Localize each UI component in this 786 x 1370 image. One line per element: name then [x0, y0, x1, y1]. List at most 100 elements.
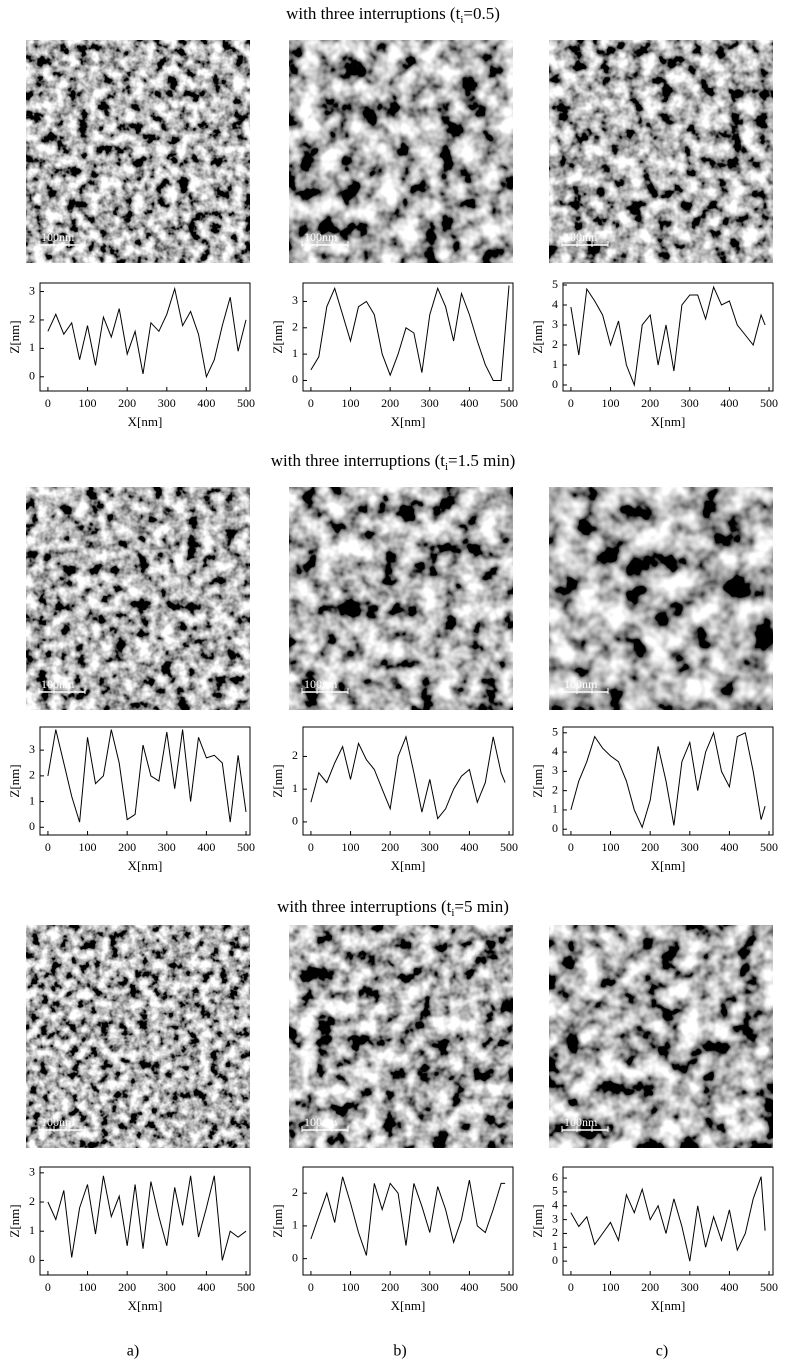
y-tick-label: 2: [552, 1225, 558, 1239]
afm-image: [549, 487, 773, 710]
profile-line: [570, 285, 766, 387]
y-tick-label: 3: [552, 763, 558, 777]
afm-image: [289, 487, 513, 710]
x-tick-label: 300: [158, 1280, 176, 1294]
y-axis-label: Z[nm]: [530, 1204, 545, 1237]
y-tick-label: 0: [292, 372, 298, 386]
scale-bar-label: 100nm: [41, 230, 75, 244]
profile-line: [570, 731, 766, 829]
title-subscript: i: [445, 461, 448, 473]
scale-bar-label: 100nm: [304, 677, 338, 691]
title-text: =5 min): [454, 897, 508, 916]
x-tick-label: 200: [381, 396, 399, 410]
x-tick-label: 200: [381, 1280, 399, 1294]
y-tick-label: 0: [292, 1250, 298, 1264]
plot-frame: [302, 1166, 514, 1276]
x-tick-label: 300: [681, 840, 699, 854]
y-tick-label: 4: [552, 297, 558, 311]
x-tick-label: 200: [118, 396, 136, 410]
y-tick-label: 2: [552, 337, 558, 351]
y-tick-label: 0: [552, 377, 558, 391]
y-tick-label: 3: [29, 742, 35, 756]
profile-line: [310, 285, 510, 381]
title-text: with three interruptions (t: [286, 4, 460, 23]
y-tick-label: 0: [552, 821, 558, 835]
x-tick-label: 0: [308, 1280, 314, 1294]
x-tick-label: 0: [308, 840, 314, 854]
x-tick-label: 0: [568, 1280, 574, 1294]
x-tick-label: 100: [79, 1280, 97, 1294]
scale-bar-label: 100nm: [564, 677, 598, 691]
y-tick-label: 0: [29, 369, 35, 383]
x-tick-label: 100: [602, 1280, 620, 1294]
scale-bar-label: 100nm: [304, 1115, 338, 1129]
y-tick-label: 1: [552, 802, 558, 816]
profile-line: [47, 1175, 247, 1261]
y-tick-label: 3: [29, 1165, 35, 1179]
panel-label: c): [656, 1343, 668, 1360]
x-tick-label: 400: [720, 1280, 738, 1294]
x-tick-label: 100: [602, 840, 620, 854]
y-tick-label: 1: [552, 1239, 558, 1253]
afm-image: [289, 40, 513, 263]
plot-frame: [562, 726, 774, 836]
x-tick-label: 300: [681, 396, 699, 410]
x-tick-label: 100: [342, 396, 360, 410]
x-axis-label: X[nm]: [391, 858, 426, 873]
afm-image: [26, 40, 250, 263]
x-axis-label: X[nm]: [128, 858, 163, 873]
y-axis-label: Z[nm]: [7, 320, 22, 353]
x-tick-label: 200: [641, 840, 659, 854]
y-tick-label: 5: [552, 277, 558, 291]
scale-bar-label: 100nm: [41, 677, 75, 691]
profile-line: [570, 1176, 766, 1262]
x-tick-label: 400: [720, 840, 738, 854]
y-tick-label: 2: [292, 320, 298, 334]
x-tick-label: 100: [79, 840, 97, 854]
panel-label: a): [127, 1343, 139, 1360]
afm-image: [26, 487, 250, 710]
x-tick-label: 400: [460, 840, 478, 854]
afm-image: [289, 925, 513, 1148]
x-tick-label: 0: [568, 396, 574, 410]
x-tick-label: 300: [421, 840, 439, 854]
title-subscript: i: [460, 14, 463, 26]
x-tick-label: 0: [45, 396, 51, 410]
y-axis-label: Z[nm]: [7, 764, 22, 797]
x-tick-label: 200: [381, 840, 399, 854]
row-title: with three interruptions (ti=0.5): [286, 4, 500, 26]
profile-line: [310, 1176, 506, 1256]
y-tick-label: 1: [29, 793, 35, 807]
plot-frame: [39, 726, 251, 836]
x-tick-label: 400: [460, 396, 478, 410]
x-axis-label: X[nm]: [391, 1298, 426, 1313]
y-axis-label: Z[nm]: [270, 320, 285, 353]
x-tick-label: 400: [720, 396, 738, 410]
x-tick-label: 300: [421, 1280, 439, 1294]
plot-frame: [302, 726, 514, 836]
y-tick-label: 2: [29, 1194, 35, 1208]
title-subscript: i: [451, 907, 454, 919]
x-tick-label: 0: [568, 840, 574, 854]
scale-bar-label: 100nm: [564, 1115, 598, 1129]
x-tick-label: 100: [342, 840, 360, 854]
x-tick-label: 500: [237, 840, 255, 854]
x-axis-label: X[nm]: [391, 414, 426, 429]
x-axis-label: X[nm]: [128, 1298, 163, 1313]
x-tick-label: 500: [500, 840, 518, 854]
x-tick-label: 500: [760, 840, 778, 854]
x-tick-label: 0: [45, 1280, 51, 1294]
y-tick-label: 2: [29, 768, 35, 782]
x-tick-label: 0: [45, 840, 51, 854]
x-axis-label: X[nm]: [651, 858, 686, 873]
plot-frame: [302, 282, 514, 392]
title-text: with three interruptions (t: [277, 897, 451, 916]
scale-bar-label: 100nm: [304, 230, 338, 244]
y-tick-label: 6: [552, 1170, 558, 1184]
x-tick-label: 100: [342, 1280, 360, 1294]
y-tick-label: 3: [552, 317, 558, 331]
y-tick-label: 5: [552, 1184, 558, 1198]
plot-frame: [39, 1166, 251, 1276]
x-tick-label: 500: [760, 1280, 778, 1294]
